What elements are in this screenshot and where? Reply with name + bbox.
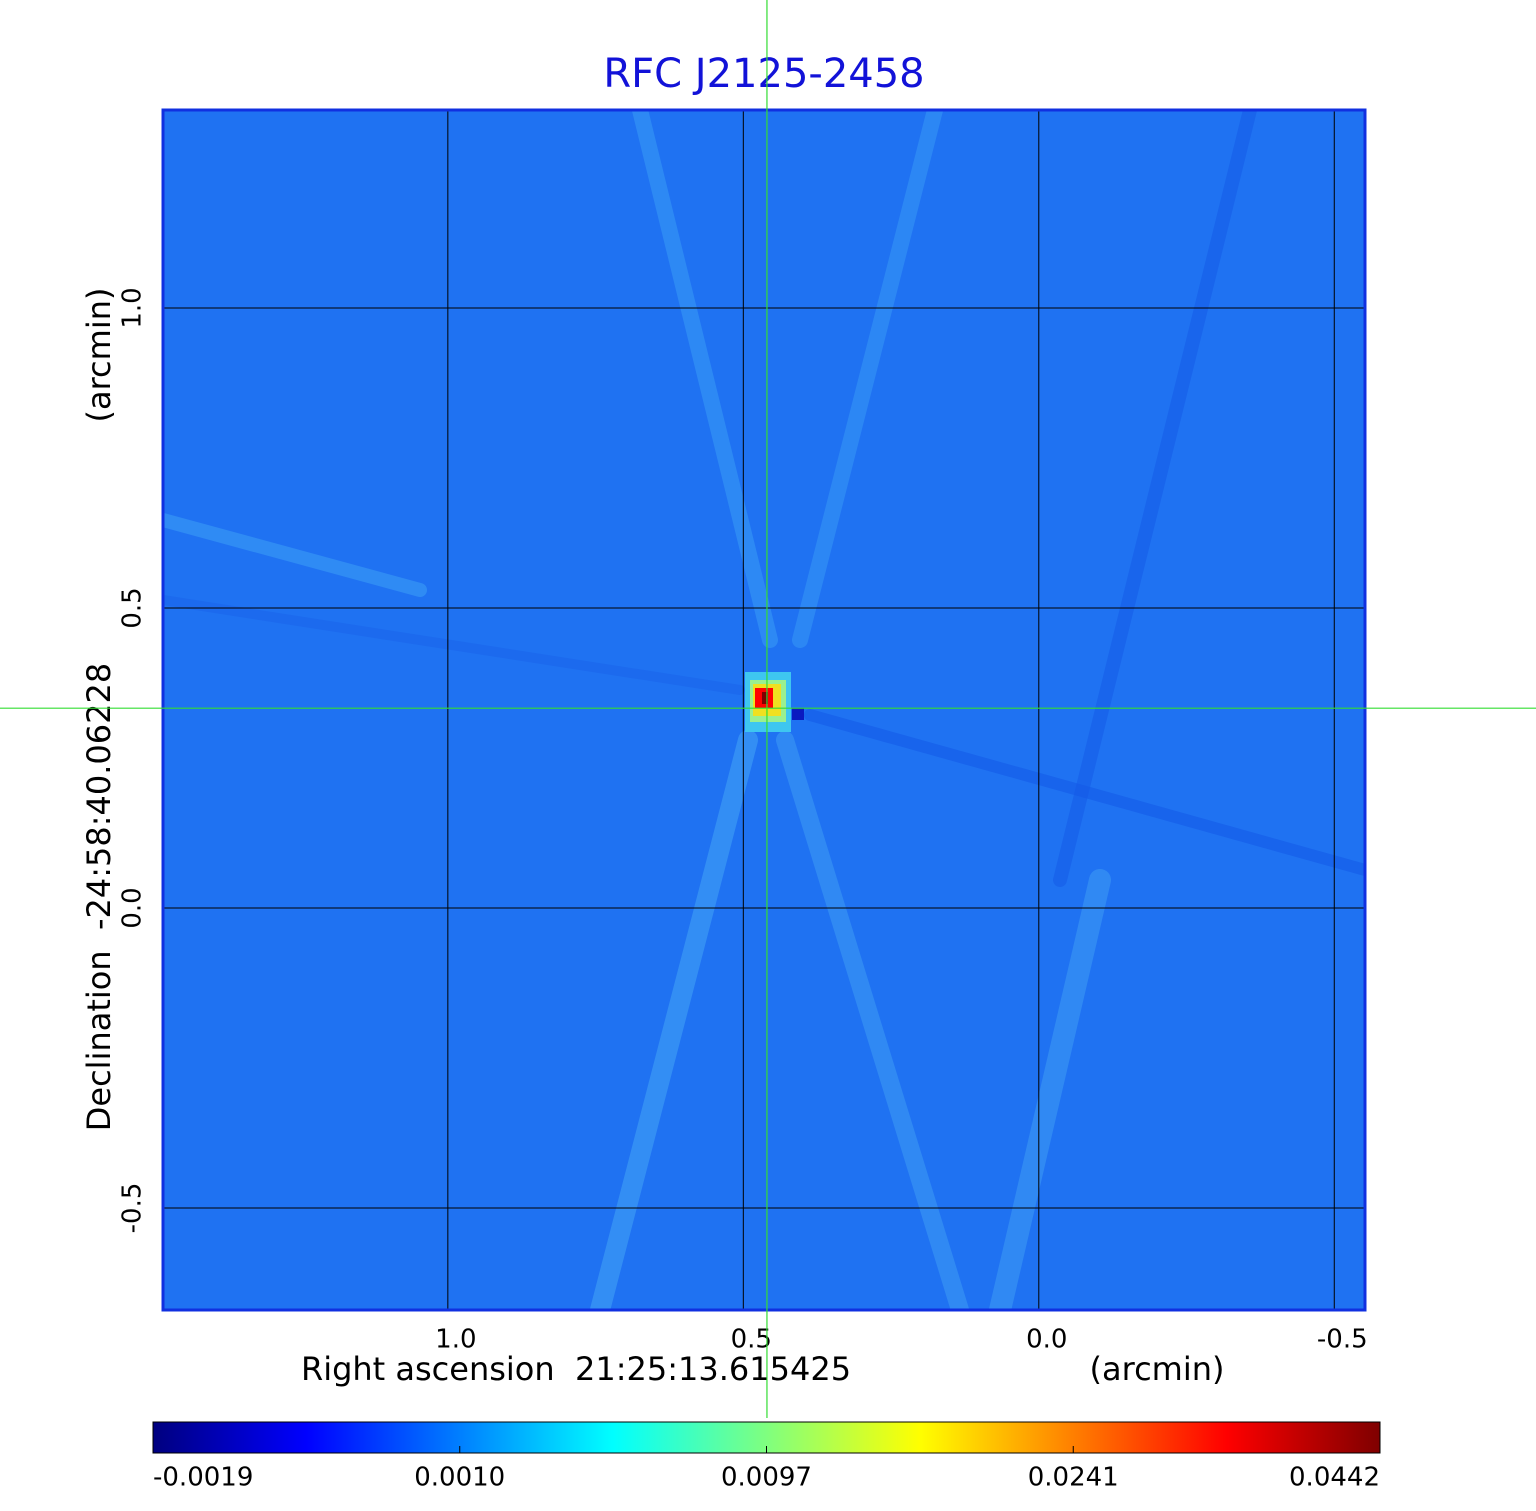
y-tick-label: 1.0	[118, 287, 148, 328]
y-axis-label: Declination -24:58:40.06228	[80, 663, 118, 1131]
x-tick-label: 0.0	[1026, 1325, 1067, 1355]
colorbar-tick-label: 0.0442	[1289, 1463, 1380, 1493]
colorbar-tick-label: 0.0097	[721, 1463, 812, 1493]
colorbar-tick-label: 0.0241	[1028, 1463, 1119, 1493]
plot-area	[163, 110, 1365, 1310]
colorbar-tick-label: -0.0019	[153, 1463, 253, 1493]
colorbar-tick-label: 0.0010	[414, 1463, 505, 1493]
y-tick-label: 0.0	[118, 887, 148, 928]
source-core	[762, 692, 768, 704]
y-tick-label: 0.5	[118, 587, 148, 628]
sidelobes	[163, 110, 1365, 1310]
frame	[161, 108, 1367, 1312]
y-axis-unit: (arcmin)	[80, 288, 118, 423]
x-tick-label: -0.5	[1317, 1325, 1368, 1355]
chart-title: RFC J2125-2458	[603, 51, 924, 97]
x-tick-label: 1.0	[435, 1325, 476, 1355]
y-tick-label: -0.5	[118, 1183, 148, 1234]
x-tick-label: 0.5	[731, 1325, 772, 1355]
x-axis-label: Right ascension 21:25:13.615425	[301, 1350, 851, 1388]
x-axis-unit: (arcmin)	[1090, 1350, 1225, 1388]
